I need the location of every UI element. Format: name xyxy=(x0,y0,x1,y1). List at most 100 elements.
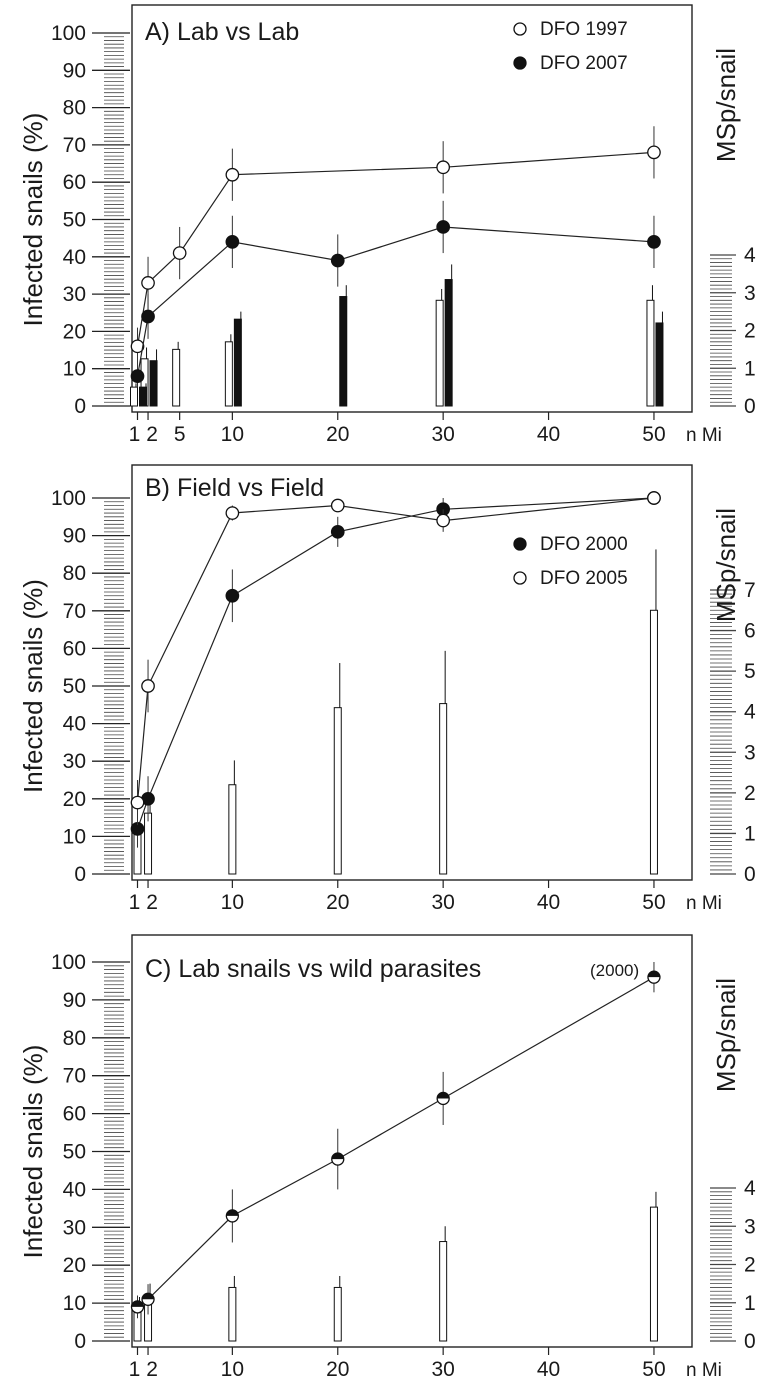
data-point xyxy=(330,498,345,513)
legend-label: DFO 2000 xyxy=(540,534,628,555)
legend-label: DFO 2005 xyxy=(540,568,628,589)
data-point-half xyxy=(331,1153,344,1160)
series-line xyxy=(136,226,655,377)
y-tick-label: 50 xyxy=(63,1141,86,1164)
left-minor-ticks xyxy=(104,501,124,871)
y2-tick-label: 1 xyxy=(744,357,756,380)
y2-tick-label: 2 xyxy=(744,1254,756,1277)
y-tick-label: 40 xyxy=(63,1178,86,1201)
legend-marker xyxy=(513,537,527,551)
line-series xyxy=(130,491,661,826)
x-tick-label: 30 xyxy=(431,891,454,914)
bar-series xyxy=(133,549,658,875)
data-point xyxy=(141,679,155,693)
y-tick-label: 90 xyxy=(63,989,86,1012)
y-tick-label: 0 xyxy=(74,395,86,418)
y2-tick-label: 3 xyxy=(744,741,756,764)
y-tick-label: 70 xyxy=(63,1065,86,1088)
msp-bar xyxy=(649,1206,658,1342)
left-minor-ticks xyxy=(104,965,124,1338)
y2-tick-label: 3 xyxy=(744,282,756,305)
data-point xyxy=(436,220,451,234)
msp-bar xyxy=(172,348,181,407)
msp-bar xyxy=(149,360,158,407)
line-series xyxy=(130,200,661,388)
x-unit-label: n Mi xyxy=(686,893,722,914)
data-point xyxy=(330,524,345,539)
y-tick-label: 20 xyxy=(63,320,86,343)
data-point xyxy=(130,369,145,384)
legend-item: DFO 1997 xyxy=(513,19,628,40)
x-tick-label: 10 xyxy=(221,423,244,446)
x-tick-label: 2 xyxy=(146,1358,158,1381)
x-tick-label: 50 xyxy=(642,891,665,914)
x-tick-label: 5 xyxy=(174,423,186,446)
bar-series xyxy=(133,1191,658,1342)
y-axis-title: Infected snails (%) xyxy=(18,113,48,327)
series-line xyxy=(136,497,655,803)
y2-tick-label: 1 xyxy=(744,822,756,845)
data-point-half xyxy=(131,1300,144,1307)
y2-axis-title: MSp/snail xyxy=(711,508,741,622)
x-tick-label: 10 xyxy=(221,891,244,914)
y2-tick-label: 2 xyxy=(744,320,756,343)
x-tick-label: 2 xyxy=(146,423,158,446)
data-point-half xyxy=(647,971,660,978)
msp-bar xyxy=(444,279,453,407)
y-tick-label: 60 xyxy=(63,1103,86,1126)
x-tick-label: 40 xyxy=(537,1358,560,1381)
legend-label: DFO 2007 xyxy=(540,53,628,74)
data-point xyxy=(647,491,661,505)
msp-bar xyxy=(339,296,348,407)
x-tick-label: 1 xyxy=(129,1358,141,1381)
data-point xyxy=(130,339,145,354)
x-tick-label: 40 xyxy=(537,423,560,446)
data-point xyxy=(225,506,240,520)
y-tick-label: 30 xyxy=(63,283,86,306)
y2-axis-title: MSp/snail xyxy=(711,978,741,1092)
msp-bar xyxy=(144,812,153,875)
data-point xyxy=(647,235,661,249)
line-series xyxy=(130,126,661,365)
y-axis-title: Infected snails (%) xyxy=(18,579,48,793)
y2-tick-label: 4 xyxy=(744,701,756,724)
data-point xyxy=(172,246,187,260)
y2-axis-title: MSp/snail xyxy=(711,48,741,162)
y2-tick-label: 0 xyxy=(744,863,756,886)
x-unit-label: n Mi xyxy=(686,425,722,446)
right-minor-ticks xyxy=(710,1187,736,1342)
y2-tick-label: 1 xyxy=(744,1292,756,1315)
y-tick-label: 70 xyxy=(63,134,86,157)
line-series xyxy=(130,962,661,1319)
data-point-half xyxy=(142,1293,155,1300)
y-tick-label: 80 xyxy=(63,97,86,120)
left-minor-ticks xyxy=(104,36,124,403)
panel-title: C) Lab snails vs wild parasites xyxy=(145,955,481,983)
data-point xyxy=(130,795,145,810)
y-tick-label: 30 xyxy=(63,750,86,773)
msp-bar xyxy=(439,703,448,875)
series-line xyxy=(136,151,655,347)
series-line xyxy=(137,976,655,1308)
msp-bar xyxy=(224,341,233,407)
y-tick-label: 40 xyxy=(63,246,86,269)
y2-tick-label: 3 xyxy=(744,1215,756,1238)
right-minor-ticks xyxy=(710,589,736,875)
y-tick-label: 20 xyxy=(63,788,86,811)
msp-bar xyxy=(139,386,147,407)
plot-frame xyxy=(131,464,693,881)
panel-title: A) Lab vs Lab xyxy=(145,18,299,46)
y2-tick-label: 7 xyxy=(744,579,756,602)
y-tick-label: 60 xyxy=(63,637,86,660)
msp-bar xyxy=(130,386,138,407)
x-tick-label: 50 xyxy=(642,423,665,446)
legend-marker xyxy=(513,22,527,36)
panel-title-suffix: (2000) xyxy=(590,961,639,980)
y-tick-label: 10 xyxy=(63,1292,86,1315)
msp-bar xyxy=(435,299,444,407)
y-tick-label: 20 xyxy=(63,1254,86,1277)
data-point xyxy=(647,145,661,160)
right-minor-ticks xyxy=(710,254,736,407)
